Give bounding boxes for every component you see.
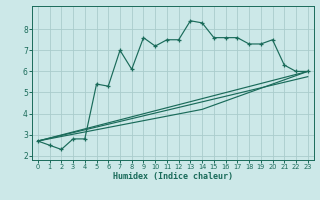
X-axis label: Humidex (Indice chaleur): Humidex (Indice chaleur): [113, 172, 233, 181]
